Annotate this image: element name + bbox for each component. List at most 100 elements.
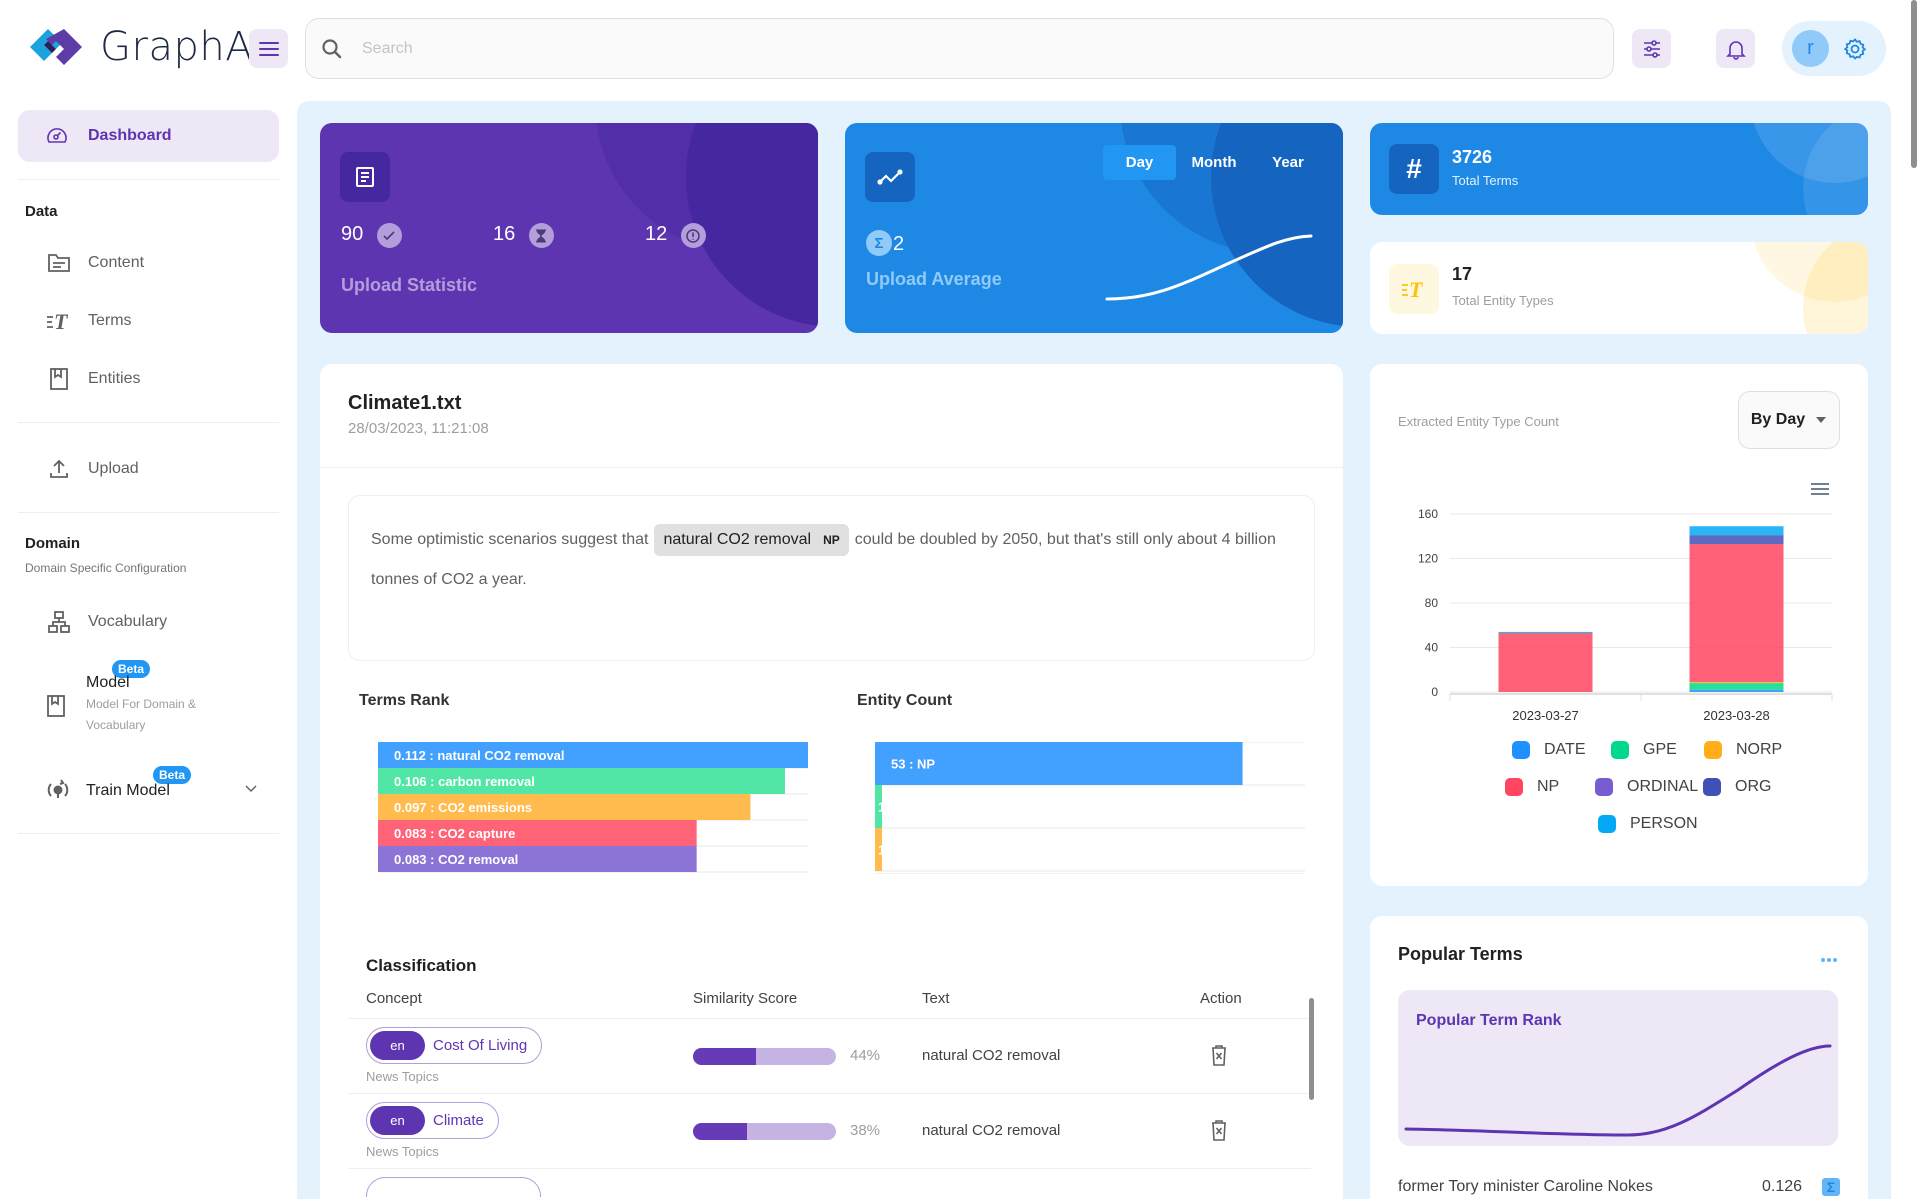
stacked-bar-segment-np	[1689, 544, 1784, 682]
sidebar-item-upload[interactable]: Upload	[46, 456, 139, 482]
period-day-button[interactable]: Day	[1103, 145, 1176, 180]
sidebar-model-subtitle-2: Vocabulary	[86, 718, 146, 732]
sidebar-divider	[18, 179, 279, 180]
stacked-bar-segment-np	[1498, 633, 1593, 692]
svg-text:T: T	[1409, 277, 1424, 301]
table-scrollbar[interactable]	[1309, 998, 1314, 1100]
sidebar-label-dashboard: Dashboard	[88, 127, 172, 144]
more-options-icon[interactable]	[1820, 950, 1838, 968]
entity-chip[interactable]: natural CO2 removal NP	[654, 524, 849, 556]
filter-settings-button[interactable]	[1632, 29, 1671, 68]
entity-count-chart: 53 : NP 1 1	[875, 742, 1305, 874]
similarity-value: 44%	[850, 1047, 881, 1064]
sidebar-section-data: Data	[25, 203, 58, 220]
legend-item-person[interactable]: PERSON	[1598, 815, 1698, 833]
menu-toggle-button[interactable]	[249, 29, 288, 68]
terms-rank-bar	[378, 820, 697, 846]
app-logo[interactable]: GraphAI	[26, 24, 265, 70]
sidebar-model-subtitle: Model For Domain &	[86, 697, 197, 711]
sidebar-item-model[interactable]: Beta Model Model For Domain & Vocabulary	[46, 660, 276, 740]
delete-icon[interactable]	[1210, 1119, 1228, 1146]
legend-item-ordinal[interactable]: ORDINAL	[1595, 778, 1698, 796]
legend-item-gpe[interactable]: GPE	[1611, 741, 1677, 759]
document-card: Climate1.txt 28/03/2023, 11:21:08 Some o…	[320, 364, 1343, 1199]
legend-label: NORP	[1736, 741, 1783, 758]
legend-item-org[interactable]: ORG	[1703, 778, 1771, 796]
legend-label: ORG	[1735, 778, 1772, 795]
terms-rank-title: Terms Rank	[359, 692, 450, 709]
stacked-bar-segment-gpe	[1689, 683, 1784, 690]
notifications-button[interactable]	[1716, 29, 1755, 68]
sidebar-item-entities[interactable]: Entities	[46, 366, 140, 392]
upload-statistic-title: Upload Statistic	[341, 275, 478, 295]
entity-count-bar	[875, 742, 1243, 785]
bookmark-book-icon	[50, 368, 68, 390]
chart-menu-icon[interactable]	[1810, 482, 1830, 501]
sidebar-item-dashboard[interactable]: Dashboard	[18, 110, 279, 162]
total-terms-card: # 3726 Total Terms	[1370, 123, 1868, 215]
terms-rank-bar	[378, 768, 785, 794]
legend-item-np[interactable]: NP	[1505, 778, 1559, 796]
popular-term-score: 0.126	[1762, 1178, 1803, 1195]
hash-icon-box: #	[1389, 144, 1439, 194]
upload-average-value: Σ 2	[866, 230, 904, 256]
document-icon	[356, 167, 374, 187]
legend-item-norp[interactable]: NORP	[1704, 741, 1782, 759]
popular-terms-title: Popular Terms	[1398, 944, 1523, 964]
legend-label: NP	[1537, 778, 1560, 795]
entity-count-title: Entity Count	[857, 692, 953, 709]
column-header-similarity: Similarity Score	[693, 990, 798, 1007]
avatar[interactable]: r	[1792, 30, 1829, 67]
search-input[interactable]	[362, 39, 1562, 58]
y-tick-label: 0	[1431, 685, 1438, 699]
profile-section[interactable]: r	[1782, 21, 1886, 76]
legend-item-date[interactable]: DATE	[1512, 741, 1585, 759]
delete-icon[interactable]	[1210, 1044, 1228, 1071]
legend-swatch	[1598, 815, 1616, 833]
total-terms-label: Total Terms	[1452, 173, 1519, 188]
graphai-logo-icon	[30, 29, 82, 65]
sidebar-section-domain: Domain	[25, 535, 81, 552]
legend-swatch	[1512, 741, 1530, 759]
column-header-action: Action	[1200, 990, 1242, 1007]
beta-badge: Beta	[153, 766, 192, 784]
terms-rank-bar-label: 0.083 : CO2 capture	[394, 826, 515, 841]
column-header-text: Text	[922, 990, 950, 1007]
sidebar-item-vocabulary[interactable]: Vocabulary	[46, 609, 167, 635]
legend-swatch	[1704, 741, 1722, 759]
concept-chip[interactable]: en Cost Of Living	[366, 1027, 543, 1064]
bookmark-book-icon	[47, 695, 65, 717]
sidebar-item-train-model[interactable]: Beta Train Model	[46, 766, 266, 810]
entity-type-stacked-chart: 0 40 80 120 160 2023-03-27 2023-03-28	[1418, 507, 1833, 723]
upload-average-title: Upload Average	[866, 269, 1002, 289]
search-bar[interactable]	[305, 18, 1614, 79]
document-title: Climate1.txt	[348, 392, 462, 414]
terms-rank-bar	[378, 846, 697, 872]
legend-label: PERSON	[1630, 815, 1698, 832]
page-scrollbar[interactable]	[1911, 0, 1917, 168]
period-month-button[interactable]: Month	[1191, 154, 1237, 171]
sidebar-item-terms[interactable]: T Terms	[46, 308, 132, 334]
similarity-bar	[693, 1123, 836, 1140]
popular-term-rank-chart: Popular Term Rank	[1398, 990, 1838, 1146]
chevron-down-icon[interactable]	[244, 780, 258, 798]
entity-count-bar-label: 1	[878, 843, 885, 858]
text-terms-icon: T	[47, 309, 69, 333]
sliders-icon	[1643, 39, 1660, 58]
sidebar-item-content[interactable]: Content	[46, 250, 144, 276]
dashboard-icon	[47, 128, 67, 143]
entity-type-label: NP	[823, 533, 840, 547]
stacked-bar-segment-person	[1689, 526, 1784, 536]
sigma-icon: Σ	[866, 230, 892, 256]
sidebar-domain-subtitle: Domain Specific Configuration	[25, 561, 187, 575]
text-terms-icon: T	[1402, 277, 1424, 301]
period-dropdown[interactable]: By Day	[1738, 391, 1840, 449]
concept-chip[interactable]: en Climate	[366, 1102, 499, 1139]
gear-icon[interactable]	[1843, 37, 1867, 61]
search-icon	[322, 38, 342, 58]
period-year-button[interactable]: Year	[1272, 154, 1304, 171]
popular-term-item[interactable]: former Tory minister Caroline Nokes	[1398, 1178, 1653, 1195]
entity-type-icon-box: T	[1389, 264, 1439, 314]
total-terms-value: 3726	[1452, 147, 1493, 167]
table-row: en Cost Of Living News Topics 44% natural…	[348, 1019, 1311, 1094]
